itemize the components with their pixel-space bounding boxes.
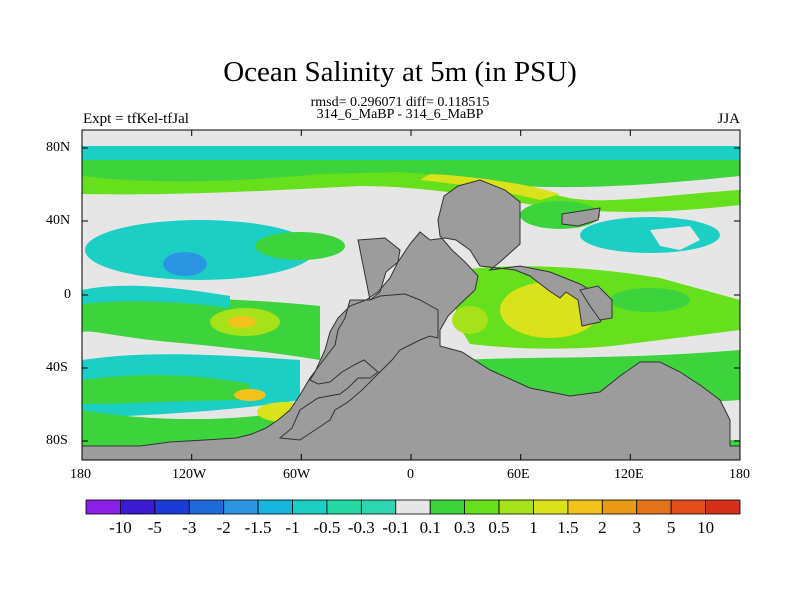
- lat-label-40s: 40S: [46, 360, 68, 375]
- colorbar-box: [292, 499, 328, 515]
- colorbar-label: 0.3: [454, 518, 476, 537]
- colorbar-box: [360, 499, 397, 515]
- indian-east-green: [610, 288, 690, 312]
- colorbar-label: -10: [109, 518, 132, 537]
- colorbar-label: 10: [697, 518, 715, 537]
- colorbar-label: -0.3: [347, 518, 375, 537]
- lon-label-120w: 120W: [172, 467, 207, 482]
- lat-label-80n: 80N: [46, 140, 71, 155]
- colorbar-label: -5: [147, 518, 162, 537]
- lon-label-180e: 180: [729, 467, 750, 482]
- southern-green: [82, 375, 250, 404]
- colorbar-label: -2: [216, 518, 231, 537]
- colorbar-label: -1: [285, 518, 300, 537]
- land-island-se: [579, 285, 613, 321]
- colorbar-box: [429, 499, 466, 515]
- colorbar-box: [85, 499, 121, 515]
- lon-label-60e: 60E: [507, 467, 530, 482]
- colorbar-label: -0.1: [382, 518, 410, 537]
- map-title: Ocean Salinity at 5m (in PSU): [223, 56, 577, 88]
- colorbar-box: [533, 499, 569, 515]
- axis-ticks: [81, 130, 741, 460]
- north-lime-band: [82, 172, 740, 212]
- colorbar-box: [705, 499, 741, 515]
- colorbar-box: [223, 499, 259, 515]
- lon-label-0: 0: [407, 467, 414, 482]
- colorbar-box: [326, 499, 362, 515]
- land-island-ne: [561, 207, 601, 227]
- experiment-label: Expt = tfKel-tfJal: [83, 111, 189, 127]
- colorbar-label: 0.1: [419, 518, 441, 537]
- colorbar-label: 5: [666, 518, 676, 537]
- colorbar-label: 0.5: [488, 518, 510, 537]
- colorbar-box: [601, 499, 638, 515]
- lat-label-0: 0: [64, 287, 71, 302]
- east-gray-patch: [650, 226, 700, 250]
- colorbar-label: 2: [598, 518, 607, 537]
- colorbar: [85, 499, 741, 515]
- colorbar-box: [120, 499, 156, 515]
- pacific-green: [255, 232, 345, 260]
- colorbar-box: [188, 499, 225, 515]
- colorbar-box: [636, 499, 672, 515]
- arctic-band: [82, 146, 740, 164]
- indian-ocean-yg: [452, 306, 488, 334]
- pacific-blue-spot: [163, 252, 207, 276]
- colorbar-box: [257, 499, 293, 515]
- experiment-subtitle: 314_6_MaBP - 314_6_MaBP: [316, 107, 484, 122]
- drake-orange: [234, 389, 266, 401]
- stats-text: rmsd= 0.296071 diff= 0.118515: [310, 95, 490, 110]
- lat-label-80s: 80S: [46, 433, 68, 448]
- colorbar-label: -0.5: [313, 518, 341, 537]
- colorbar-box: [670, 499, 706, 515]
- east-teal: [580, 217, 720, 253]
- pacific-teal: [85, 220, 315, 280]
- season-label: JJA: [717, 111, 740, 127]
- lat-label-40n: 40N: [46, 213, 71, 228]
- lon-label-60w: 60W: [283, 467, 311, 482]
- colorbar-box: [154, 499, 190, 515]
- tropical-teal-strip: [82, 285, 230, 308]
- colorbar-label: -3: [182, 518, 197, 537]
- colorbar-label: 1.5: [557, 518, 579, 537]
- colorbar-box: [464, 499, 500, 515]
- lon-label-180w: 180: [70, 467, 91, 482]
- lon-label-120e: 120E: [614, 467, 644, 482]
- map-field: [82, 130, 740, 460]
- colorbar-box: [498, 499, 534, 515]
- pacific-orange-spot: [228, 316, 256, 328]
- colorbar-box: [567, 499, 603, 515]
- colorbar-box: [395, 499, 431, 515]
- colorbar-label: 3: [632, 518, 641, 537]
- colorbar-label: 1: [529, 518, 538, 537]
- colorbar-label: -1.5: [244, 518, 272, 537]
